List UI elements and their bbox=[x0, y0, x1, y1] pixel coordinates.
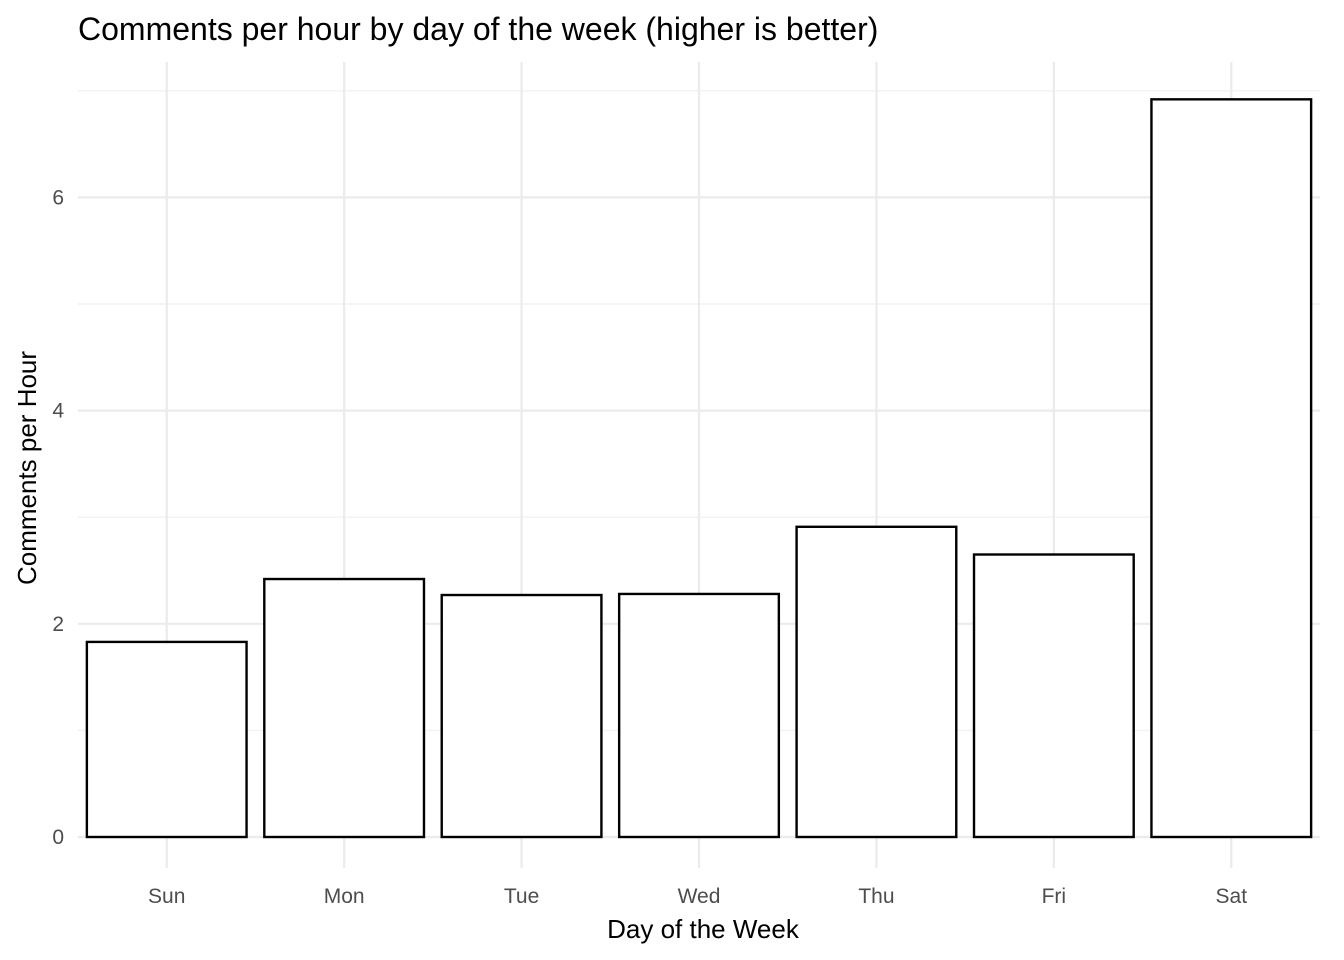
x-axis-title: Day of the Week bbox=[607, 914, 800, 944]
y-tick-label: 6 bbox=[52, 186, 64, 209]
x-tick-label: Thu bbox=[858, 885, 894, 908]
y-tick-label: 2 bbox=[52, 613, 64, 636]
x-tick-labels: Sun Mon Tue Wed Thu Fri Sat bbox=[148, 885, 1247, 908]
y-tick-labels: 0 2 4 6 bbox=[52, 186, 64, 849]
y-tick-label: 0 bbox=[52, 826, 64, 849]
bar-sat bbox=[1150, 98, 1313, 839]
x-tick-label: Wed bbox=[678, 885, 721, 908]
bar-tue bbox=[440, 593, 603, 839]
bars bbox=[85, 98, 1313, 839]
bar-thu bbox=[795, 525, 958, 839]
bar-sun bbox=[85, 640, 248, 839]
chart-title: Comments per hour by day of the week (hi… bbox=[78, 11, 878, 47]
x-tick-label: Mon bbox=[324, 885, 365, 908]
x-tick-label: Sat bbox=[1216, 885, 1248, 908]
y-tick-label: 4 bbox=[52, 400, 64, 423]
x-tick-label: Sun bbox=[148, 885, 185, 908]
bar-fri bbox=[972, 553, 1135, 839]
bar-wed bbox=[617, 592, 781, 839]
x-tick-label: Fri bbox=[1042, 885, 1067, 908]
x-tick-label: Tue bbox=[504, 885, 539, 908]
y-axis-title: Comments per Hour bbox=[12, 351, 42, 585]
bar-mon bbox=[263, 577, 426, 839]
